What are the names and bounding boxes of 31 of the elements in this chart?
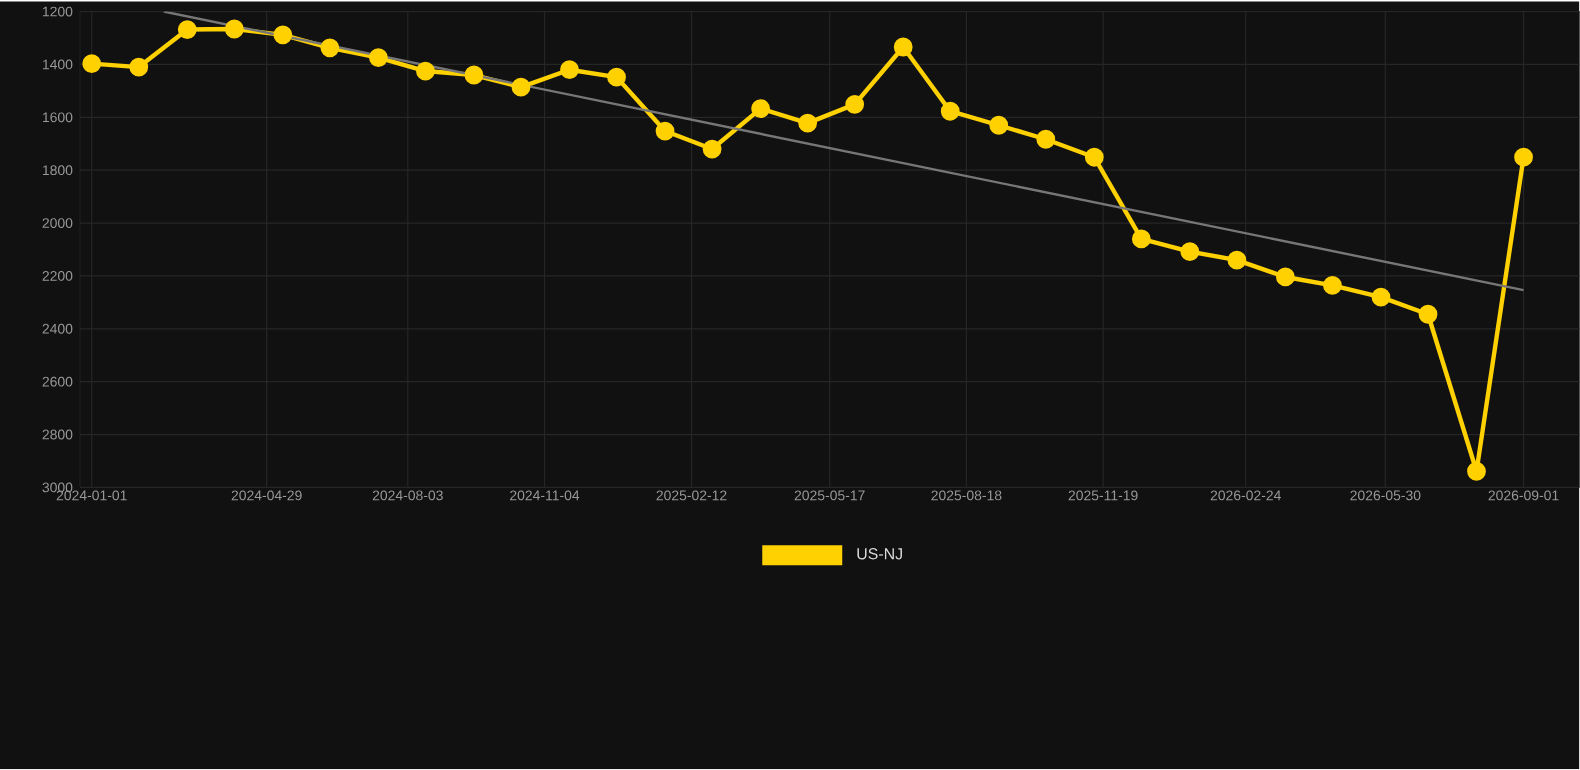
point bbox=[511, 78, 531, 97]
point bbox=[464, 65, 484, 85]
point bbox=[1131, 229, 1151, 249]
point bbox=[893, 37, 913, 57]
point bbox=[82, 54, 102, 74]
point bbox=[1514, 148, 1533, 167]
point bbox=[655, 122, 675, 141]
point bbox=[129, 58, 149, 77]
point bbox=[751, 99, 770, 119]
point bbox=[1180, 242, 1200, 262]
point bbox=[416, 61, 435, 81]
point bbox=[320, 38, 340, 58]
point bbox=[1036, 130, 1056, 149]
point bbox=[273, 25, 293, 45]
point bbox=[1467, 462, 1486, 482]
point bbox=[989, 116, 1009, 135]
point bbox=[1084, 148, 1104, 167]
point bbox=[224, 19, 244, 39]
point bbox=[1418, 305, 1438, 324]
point bbox=[560, 60, 579, 80]
point bbox=[1227, 251, 1247, 270]
point bbox=[177, 20, 197, 40]
point bbox=[1323, 276, 1342, 296]
point bbox=[1371, 288, 1391, 307]
point bbox=[940, 102, 960, 121]
point bbox=[607, 68, 626, 87]
point bbox=[845, 95, 865, 115]
point bbox=[798, 114, 818, 133]
point bbox=[369, 48, 388, 68]
point bbox=[702, 139, 722, 159]
point bbox=[1276, 267, 1295, 287]
